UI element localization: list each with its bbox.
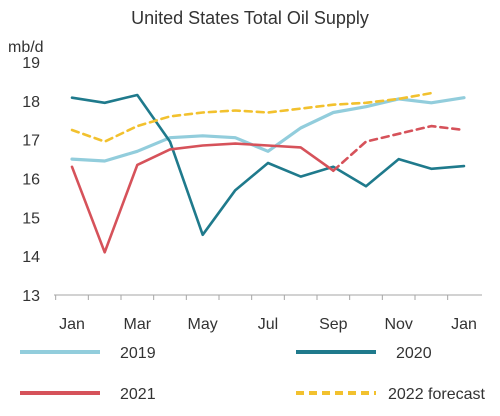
series-line-2021 xyxy=(70,142,335,254)
x-tick-label: Jul xyxy=(258,316,278,333)
y-tick-label: 16 xyxy=(22,172,40,189)
y-tick-label: 18 xyxy=(22,94,40,111)
legend-item-2022-forecast: 2022 forecast xyxy=(296,386,486,403)
legend-label-2020: 2020 xyxy=(396,345,432,362)
y-axis-unit-label: mb/d xyxy=(8,39,44,56)
x-tick-label: Jan xyxy=(451,316,477,333)
x-tick-label: Nov xyxy=(384,316,412,333)
legend-label-2022-forecast: 2022 forecast xyxy=(388,386,486,403)
x-tick-label: Sep xyxy=(319,316,348,333)
chart-title: United States Total Oil Supply xyxy=(131,8,369,28)
legend-label-2021: 2021 xyxy=(120,386,156,403)
legend-item-2019: 2019 xyxy=(20,345,156,362)
series-line-2022-forecast xyxy=(70,91,433,143)
x-tick-label: Mar xyxy=(124,316,152,333)
series-line-2021-forecast-continuation xyxy=(331,124,466,172)
x-axis: Jan Mar May Jul Sep Nov Jan xyxy=(59,316,477,333)
x-tick-label: May xyxy=(188,316,218,333)
y-tick-label: 19 xyxy=(22,55,40,72)
y-tick-label: 13 xyxy=(22,288,40,305)
x-tick-marks xyxy=(55,295,449,300)
y-tick-label: 17 xyxy=(22,133,40,150)
y-tick-label: 14 xyxy=(22,249,40,266)
y-tick-label: 15 xyxy=(22,210,40,227)
legend: 2019 2020 2021 2022 forecast xyxy=(20,345,486,403)
legend-item-2020: 2020 xyxy=(296,345,432,362)
x-tick-label: Jan xyxy=(59,316,85,333)
legend-item-2021: 2021 xyxy=(20,386,156,403)
series-layer xyxy=(70,91,466,254)
legend-label-2019: 2019 xyxy=(120,345,156,362)
y-axis: 13 14 15 16 17 18 19 xyxy=(22,55,40,305)
series-line-2020 xyxy=(70,93,466,237)
